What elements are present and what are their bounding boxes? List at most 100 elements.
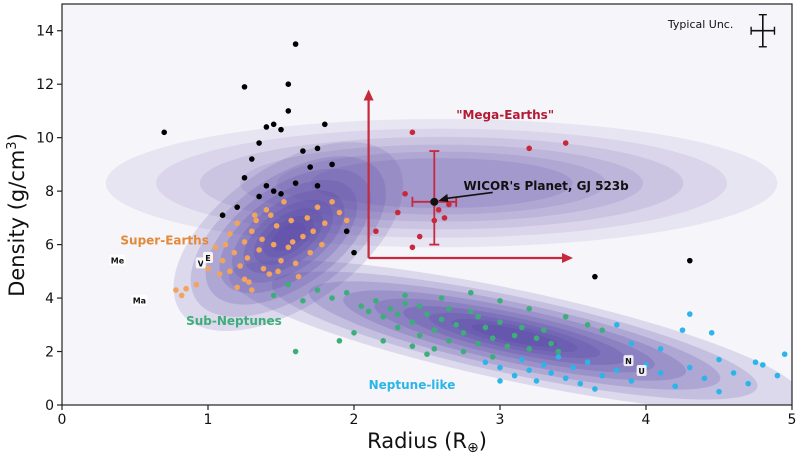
data-point (446, 305, 452, 312)
data-point (482, 324, 489, 331)
series-super-earths (173, 199, 350, 299)
arrowhead-up (363, 89, 374, 101)
data-point (548, 370, 554, 376)
data-point (270, 121, 277, 128)
data-point (526, 305, 532, 312)
data-point (438, 295, 445, 301)
data-point (687, 364, 693, 371)
y-tick-label: 0 (45, 398, 54, 414)
density-contour-level (271, 222, 306, 251)
solar-system-label: Ma (133, 297, 146, 306)
x-tick-label: 3 (496, 412, 505, 428)
data-point (416, 233, 423, 240)
solar-system-label: E (205, 254, 210, 263)
data-point (402, 292, 408, 299)
data-point (285, 244, 292, 251)
plot-frame (61, 3, 793, 406)
data-point (628, 378, 635, 384)
data-point (270, 292, 277, 299)
data-point (314, 145, 321, 152)
data-point (219, 212, 226, 218)
data-point (584, 322, 591, 328)
data-point (329, 161, 335, 168)
data-point (489, 354, 496, 360)
data-point (365, 308, 372, 315)
data-point (599, 327, 605, 333)
data-point (504, 343, 511, 349)
density-contour-level (310, 158, 573, 209)
data-point (289, 239, 296, 245)
data-point (273, 223, 280, 229)
data-point (562, 140, 569, 146)
data-point (687, 257, 693, 264)
data-point (533, 378, 540, 384)
data-point (387, 305, 394, 312)
data-point (373, 297, 379, 304)
data-point (234, 204, 240, 210)
data-point (526, 145, 532, 152)
data-point (278, 191, 284, 197)
gj523b-point (430, 197, 439, 206)
y-tick-label: 10 (36, 131, 54, 147)
annotation-label: Neptune-like (369, 378, 456, 392)
x-tick-label: 0 (58, 412, 67, 428)
data-point (173, 287, 179, 293)
data-point (304, 215, 311, 221)
data-point (343, 228, 350, 235)
x-tick-label: 1 (204, 412, 213, 428)
data-point (657, 346, 664, 352)
data-point (679, 327, 686, 333)
data-point (584, 359, 591, 366)
annotations: Super-Earths Sub-Neptunes Neptune-like "Meg… (109, 13, 776, 392)
data-point (281, 199, 287, 205)
data-point (251, 212, 258, 218)
data-point (701, 375, 708, 382)
data-point (614, 367, 620, 374)
data-point (460, 330, 467, 336)
density-contour-level (219, 179, 358, 294)
data-point (193, 281, 200, 288)
arrowhead-right (562, 252, 573, 263)
x-axis-label-close: ) (479, 429, 487, 453)
data-point (263, 207, 270, 213)
plot-background (62, 4, 792, 405)
annotation-label: Sub-Neptunes (186, 314, 282, 328)
y-tick-label: 14 (36, 24, 54, 40)
data-point (489, 335, 496, 341)
data-point (460, 348, 467, 355)
y-tick-label: 4 (45, 291, 54, 307)
data-point (380, 338, 387, 344)
data-point (266, 271, 273, 277)
data-point (351, 249, 357, 256)
density-contour-level (173, 142, 404, 332)
y-tick-label: 2 (45, 345, 54, 361)
data-point (285, 108, 292, 114)
annotation-label: Super-Earths (120, 234, 208, 248)
y-tick-label: 6 (45, 238, 54, 254)
data-point (614, 322, 620, 328)
data-point (409, 244, 416, 251)
data-point (468, 289, 474, 296)
data-point (285, 281, 292, 288)
solar-system-marker-bg (636, 365, 647, 377)
data-point (592, 273, 598, 280)
data-point (431, 346, 438, 352)
solar-system-label: V (198, 259, 205, 268)
data-point (468, 308, 474, 315)
data-point (446, 201, 452, 208)
data-point (475, 313, 481, 320)
data-point (241, 84, 248, 90)
data-point (241, 174, 248, 181)
data-point (402, 300, 408, 307)
data-point (592, 386, 598, 392)
data-point (453, 322, 460, 328)
solar-system-marker-bg (623, 355, 634, 367)
data-point (259, 236, 265, 243)
data-point (511, 332, 518, 339)
data-point (244, 255, 251, 261)
mega-earth-region-arrows (363, 89, 573, 263)
data-point (336, 338, 343, 344)
data-point (343, 217, 350, 224)
series-mega-earths (373, 129, 569, 251)
data-point (657, 370, 664, 376)
